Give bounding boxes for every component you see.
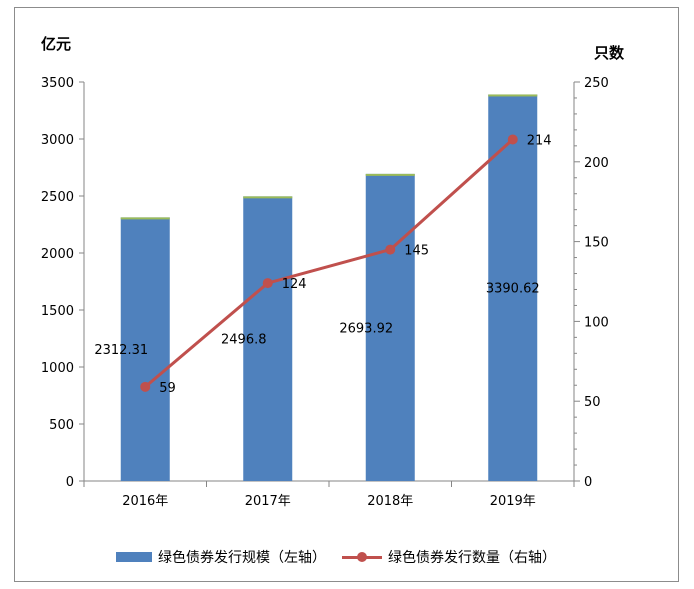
right-axis-tick-label: 250 — [584, 76, 609, 91]
x-axis-tick-label: 2018年 — [367, 494, 413, 509]
line-data-label: 59 — [159, 381, 176, 396]
legend-item-line: 绿色债券发行数量（右轴） — [342, 547, 556, 567]
left-axis-tick-label: 2500 — [41, 190, 74, 205]
line-point — [140, 381, 151, 392]
left-axis-tick-label: 500 — [49, 418, 74, 433]
line-series — [144, 138, 514, 388]
right-axis-tick-label: 100 — [584, 315, 609, 330]
bar-data-label: 2693.92 — [339, 321, 393, 336]
legend-label-bar: 绿色债券发行规模（左轴） — [158, 550, 326, 566]
left-axis-tick-label: 1000 — [41, 361, 74, 376]
bar-top-edge — [365, 173, 415, 176]
left-axis-tick-label: 3500 — [41, 76, 74, 91]
legend-line-swatch — [342, 551, 382, 563]
right-axis-unit: 只数 — [594, 44, 625, 62]
legend-item-bar: 绿色债券发行规模（左轴） — [116, 547, 326, 567]
bar — [243, 196, 293, 481]
legend-bar-swatch — [116, 552, 152, 562]
x-axis-tick-label: 2016年 — [122, 494, 168, 509]
line-data-label: 145 — [404, 244, 429, 259]
line-data-label: 124 — [282, 277, 307, 292]
right-axis-tick-label: 50 — [584, 395, 601, 410]
left-axis-tick-label: 2000 — [41, 247, 74, 262]
bar-top-edge — [243, 196, 293, 199]
bar-top-edge — [488, 94, 538, 97]
right-axis-tick-label: 200 — [584, 156, 609, 171]
bar-data-label: 3390.62 — [486, 282, 540, 297]
line-point — [262, 278, 273, 289]
legend: 绿色债券发行规模（左轴） 绿色债券发行数量（右轴） — [0, 547, 694, 567]
left-axis-tick-label: 0 — [66, 475, 74, 490]
right-axis-tick-label: 150 — [584, 236, 609, 251]
right-axis-tick-label: 0 — [584, 475, 592, 490]
left-axis-tick-label: 3000 — [41, 133, 74, 148]
line-point — [385, 244, 396, 255]
bar — [488, 94, 538, 481]
line-data-label: 214 — [527, 133, 552, 148]
left-axis-tick-label: 1500 — [41, 304, 74, 319]
x-axis-tick-label: 2019年 — [490, 494, 536, 509]
line-point — [507, 134, 518, 145]
left-axis-unit: 亿元 — [41, 35, 72, 53]
bar — [365, 173, 415, 481]
bar-top-edge — [120, 217, 170, 220]
bar-data-label: 2496.8 — [221, 333, 267, 348]
bar — [120, 217, 170, 481]
bar-data-label: 2312.31 — [94, 343, 148, 358]
legend-label-line: 绿色债券发行数量（右轴） — [388, 550, 556, 566]
x-axis-tick-label: 2017年 — [245, 494, 291, 509]
